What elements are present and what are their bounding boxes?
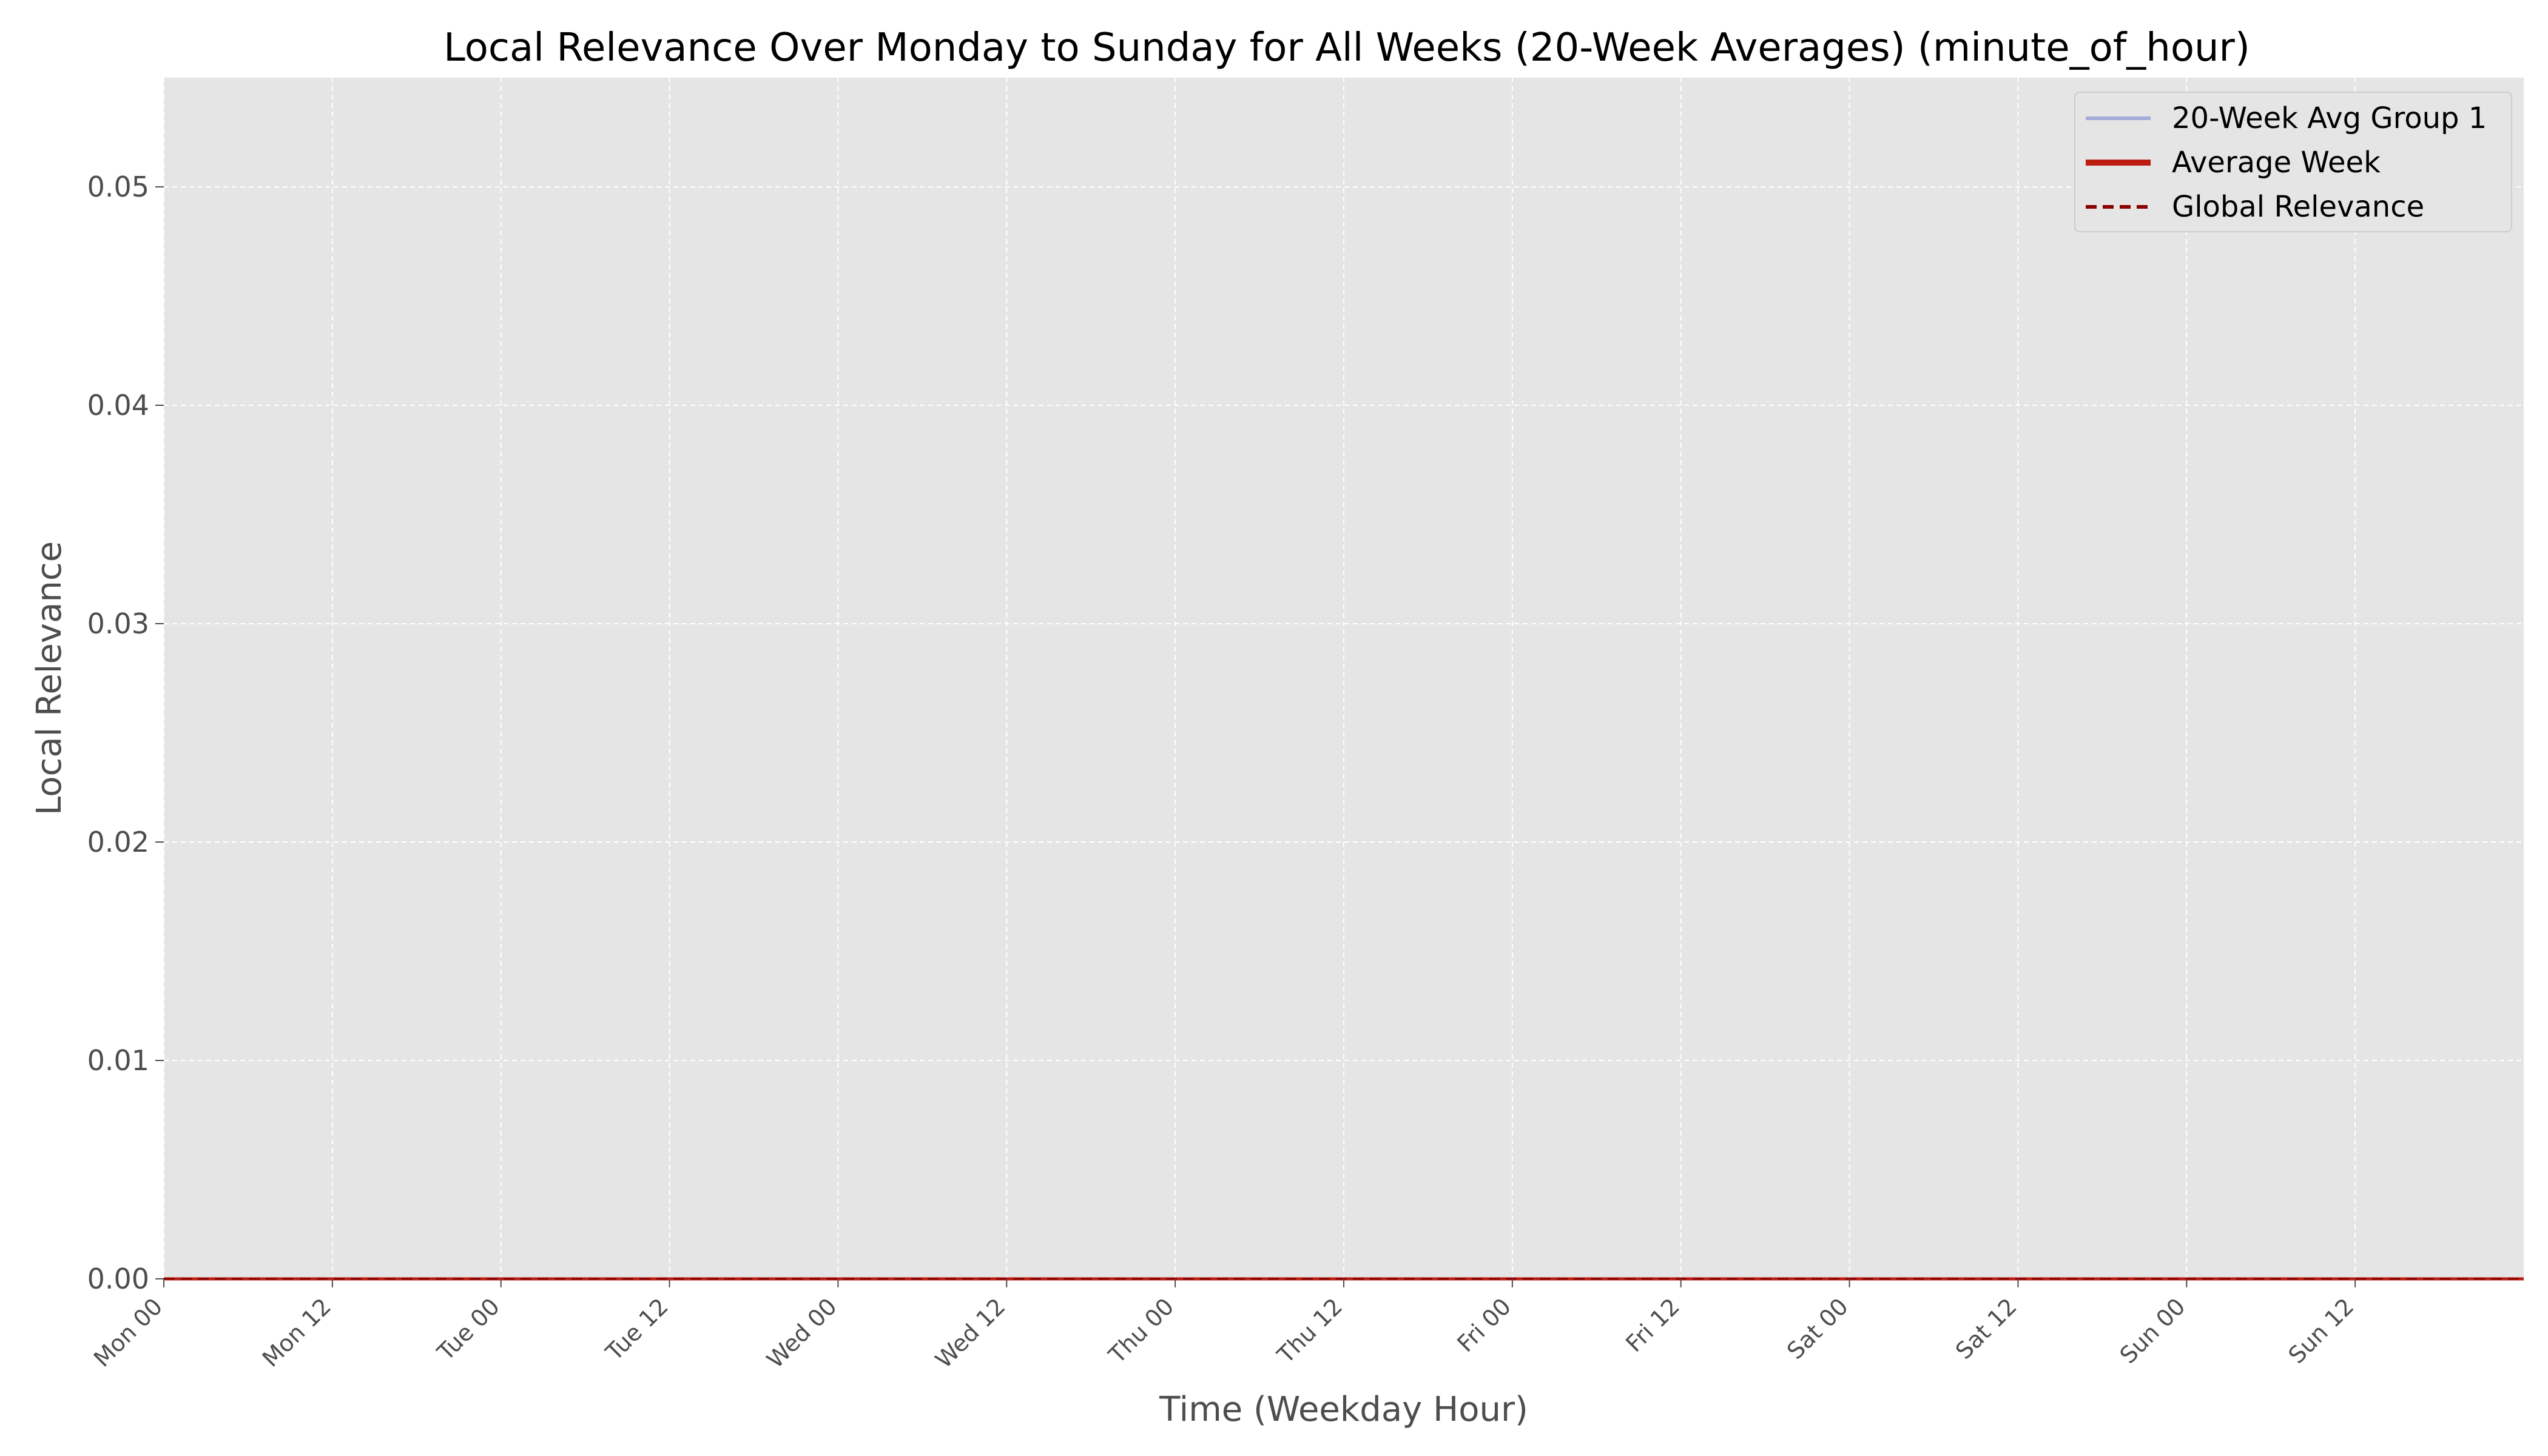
x-axis-label: Time (Weekday Hour): [1159, 1390, 1528, 1429]
x-tick-label: Mon 00: [89, 1293, 168, 1372]
x-tick-label: Tue 12: [600, 1293, 673, 1366]
x-tick-label: Mon 12: [257, 1293, 337, 1372]
x-tick-label: Thu 12: [1272, 1293, 1347, 1369]
y-tick-label: 0.01: [87, 1044, 149, 1077]
x-tick-label: Sat 00: [1782, 1293, 1853, 1364]
x-tick-label: Sun 12: [2283, 1293, 2359, 1369]
x-tick-label: Wed 12: [930, 1293, 1010, 1373]
y-tick-label: 0.05: [87, 170, 149, 203]
x-tick-label: Fri 00: [1452, 1293, 1516, 1357]
x-tick-label: Thu 00: [1103, 1293, 1179, 1369]
x-tick-label: Sat 12: [1950, 1293, 2022, 1364]
y-axis-label: Local Relevance: [30, 541, 69, 815]
legend-box: [2074, 92, 2512, 232]
y-tick-label: 0.03: [87, 607, 149, 640]
legend-label-3: Global Relevance: [2172, 190, 2424, 224]
y-tick-label: 0.04: [87, 389, 149, 422]
x-tick-label: Tue 00: [432, 1293, 505, 1366]
chart-title: Local Relevance Over Monday to Sunday fo…: [443, 25, 2250, 70]
y-tick-label: 0.00: [87, 1262, 149, 1295]
legend-label-1: 20-Week Avg Group 1: [2172, 101, 2487, 135]
legend: 20-Week Avg Group 1 Average Week Global Re…: [2074, 92, 2512, 232]
x-tick-label: Sun 00: [2115, 1293, 2191, 1369]
legend-label-2: Average Week: [2172, 146, 2381, 180]
y-tick-label: 0.02: [87, 826, 149, 858]
x-tick-label: Wed 00: [761, 1293, 841, 1373]
x-tick-label: Fri 12: [1620, 1293, 1685, 1357]
